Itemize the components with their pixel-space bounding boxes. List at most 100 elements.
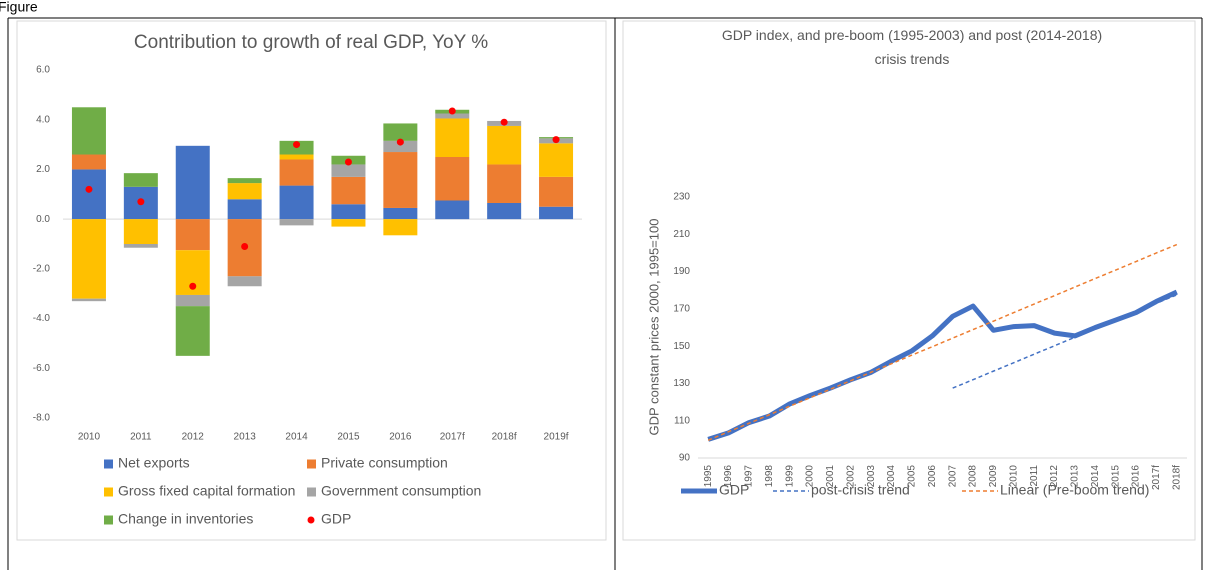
- y-tick-label: -8.0: [33, 413, 51, 424]
- x-tick-label: 2019f: [544, 432, 569, 443]
- x-tick-label: 2000: [805, 465, 816, 488]
- y-tick-label: 190: [673, 266, 690, 277]
- x-tick-label: 1995: [703, 465, 714, 488]
- x-tick-label: 2011: [130, 432, 152, 443]
- bar-segment: [331, 164, 366, 177]
- bar-segment: [227, 199, 262, 220]
- x-tick-label: 2013: [1070, 465, 1081, 488]
- x-tick-label: 2018f: [1171, 465, 1182, 490]
- bar-segment: [279, 159, 314, 186]
- x-tick-label: 2017f: [1151, 465, 1162, 490]
- bar-segment: [227, 183, 262, 200]
- legend-swatch: [307, 516, 315, 524]
- x-tick-label: 2012: [1049, 465, 1060, 488]
- bar-segment: [123, 244, 158, 248]
- bar-segment: [71, 298, 106, 302]
- x-tick-label: 2015: [337, 432, 360, 443]
- x-tick-label: 2007: [947, 465, 958, 488]
- legend-label: GDP: [719, 482, 749, 498]
- x-tick-label: 2008: [968, 465, 979, 488]
- x-tick-label: 1998: [764, 465, 775, 488]
- y-tick-label: 210: [673, 229, 690, 240]
- x-tick-label: 2006: [927, 465, 938, 488]
- y-tick-label: 110: [674, 415, 690, 426]
- series-line: [952, 294, 1178, 389]
- bar-segment: [175, 219, 210, 251]
- y-tick-label: 4.0: [36, 114, 50, 125]
- y-tick-label: 150: [673, 341, 690, 352]
- x-tick-label: 2001: [825, 465, 836, 488]
- chart-title: Contribution to growth of real GDP, YoY …: [134, 32, 488, 53]
- x-tick-label: 2010: [78, 432, 101, 443]
- bar-segment: [435, 118, 470, 157]
- x-tick-label: 2013: [234, 432, 257, 443]
- bar-segment: [383, 207, 418, 220]
- y-tick-label: 230: [673, 192, 690, 203]
- legend-swatch: [104, 459, 113, 469]
- bar-segment: [175, 145, 210, 220]
- x-tick-label: 2010: [1008, 465, 1019, 488]
- x-tick-label: 2014: [285, 432, 308, 443]
- chart-frame: [16, 20, 607, 541]
- x-tick-label: 1999: [784, 465, 795, 488]
- legend-label: Change in inventories: [118, 511, 253, 527]
- gdp-dot: [189, 282, 197, 290]
- bar-segment: [383, 219, 418, 236]
- legend-label: Private consumption: [321, 455, 448, 471]
- x-tick-label: 2018f: [492, 432, 517, 443]
- x-tick-label: 2014: [1090, 465, 1101, 488]
- legend-label: post-crisis trend: [811, 482, 910, 498]
- bar-segment: [383, 152, 418, 208]
- bar-segment: [123, 173, 158, 187]
- y-tick-label: 0.0: [36, 214, 50, 225]
- x-tick-label: 2003: [866, 465, 877, 488]
- x-tick-label: 2012: [182, 432, 205, 443]
- x-tick-label: 2016: [389, 432, 412, 443]
- bar-segment: [331, 204, 366, 220]
- y-tick-label: 130: [673, 378, 690, 389]
- bar-segment: [71, 107, 106, 155]
- legend-swatch: [307, 459, 316, 469]
- bar-segment: [539, 176, 574, 207]
- legend-swatch: [104, 515, 113, 525]
- y-tick-label: -4.0: [33, 313, 51, 324]
- x-tick-label: 2002: [845, 465, 856, 488]
- legend-swatch: [104, 487, 113, 497]
- legend-label: Gross fixed capital formation: [118, 483, 295, 499]
- bar-segment: [279, 154, 314, 160]
- x-tick-label: 2009: [988, 465, 999, 488]
- caption: Figure: [0, 0, 38, 15]
- legend-label: Linear (Pre-boom trend): [1000, 482, 1149, 498]
- x-tick-label: 2004: [886, 465, 897, 488]
- bar-segment: [331, 176, 366, 205]
- gdp-dot: [552, 136, 560, 144]
- bar-segment: [435, 113, 470, 119]
- y-tick-label: 2.0: [36, 164, 50, 175]
- bar-segment: [279, 219, 314, 226]
- bar-segment: [175, 294, 210, 307]
- legend-label: Net exports: [118, 455, 190, 471]
- gdp-dot: [448, 107, 456, 115]
- bar-segment: [331, 219, 366, 227]
- bar-segment: [279, 185, 314, 220]
- bar-segment: [227, 178, 262, 184]
- bar-segment: [435, 157, 470, 201]
- bar-segment: [383, 123, 418, 141]
- series-line: [707, 243, 1178, 441]
- y-tick-label: 170: [673, 303, 690, 314]
- y-tick-label: -2.0: [33, 263, 51, 274]
- x-tick-label: 2015: [1110, 465, 1121, 488]
- bar-segment: [175, 306, 210, 356]
- y-tick-label: 6.0: [36, 65, 50, 76]
- series-line: [707, 289, 1178, 442]
- gdp-dot: [85, 185, 93, 193]
- x-tick-label: 2011: [1029, 465, 1040, 487]
- bar-segment: [539, 206, 574, 220]
- y-tick-label: -6.0: [33, 363, 51, 374]
- bar-segment: [71, 154, 106, 170]
- bar-segment: [487, 202, 522, 220]
- chart-title: GDP index, and pre-boom (1995-2003) and …: [722, 27, 1102, 67]
- gdp-dot: [137, 198, 145, 206]
- gdp-dot: [241, 242, 249, 250]
